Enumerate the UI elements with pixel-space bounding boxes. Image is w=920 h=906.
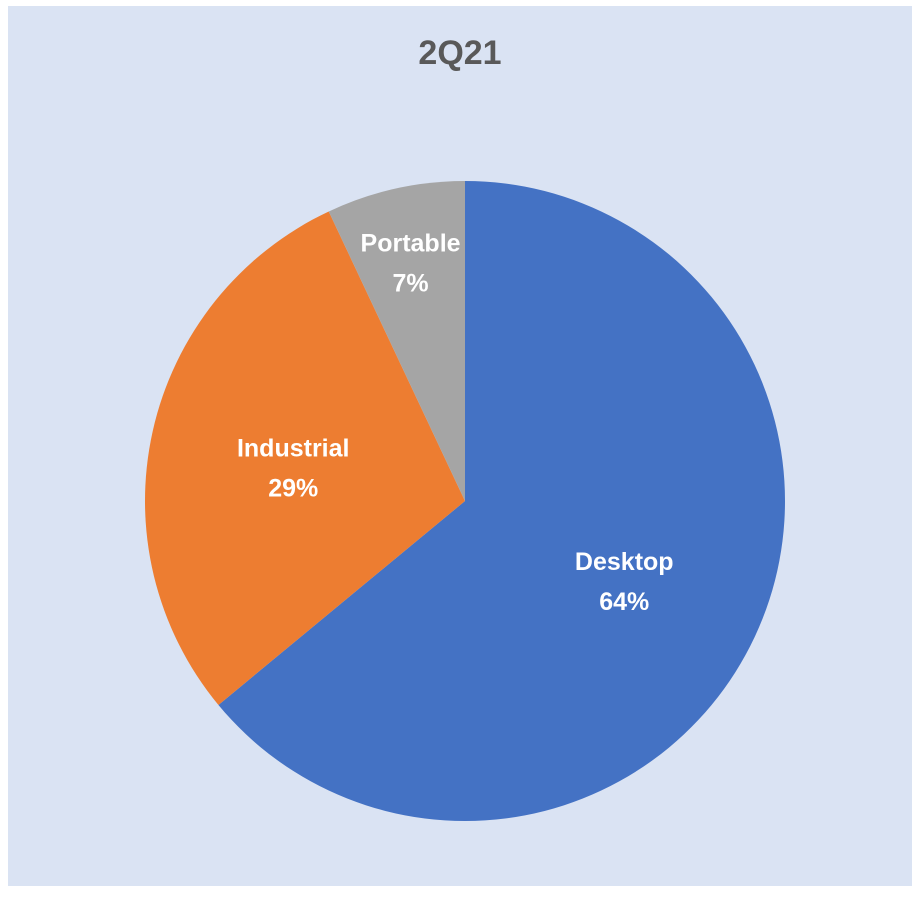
pie-slice-desktop [218,181,785,821]
chart-title: 2Q21 [418,34,502,72]
pie-chart: Desktop 64% Industrial 29% Portable 7% [144,181,785,821]
slice-value-desktop: 64% [599,588,649,616]
pie-slice-industrial [144,211,465,705]
pie-slice-portable [328,181,465,501]
slice-label-portable: Portable [361,229,461,257]
slice-value-portable: 7% [392,269,428,297]
slice-label-desktop: Desktop [575,548,674,576]
slice-value-industrial: 29% [268,475,318,503]
slice-label-industrial: Industrial [237,435,350,463]
chart-area: 2Q21 Desktop 64% Industrial 29% Portable 7% [8,6,912,886]
